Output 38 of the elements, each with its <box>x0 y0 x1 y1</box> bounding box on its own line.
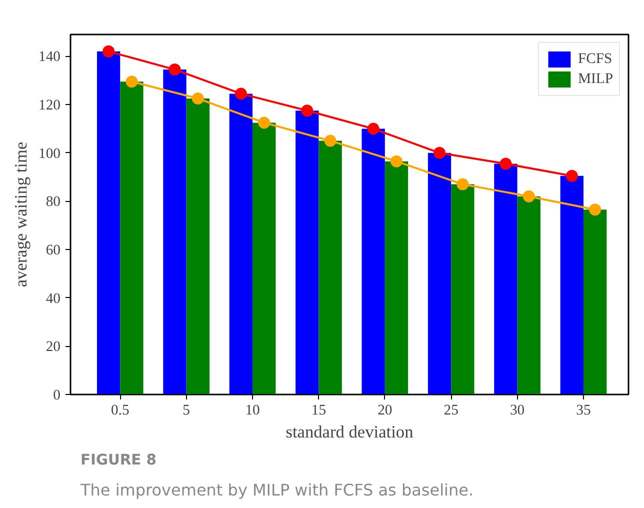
bar <box>296 110 319 394</box>
y-tick-label: 40 <box>46 290 60 307</box>
bar <box>583 210 607 394</box>
x-axis-title: standard deviation <box>286 422 414 442</box>
caption: FIGURE 8 <box>80 452 156 468</box>
text: The improvement by MILP with FCFS as baseline. <box>80 480 474 500</box>
bar <box>120 82 144 394</box>
x-tick-label: 5 <box>182 402 190 418</box>
y-tick-label: 80 <box>46 194 60 210</box>
y-tick-label: 60 <box>46 242 60 259</box>
x-tick-label: 10 <box>245 402 260 418</box>
x-tick-label: 0.5 <box>110 402 130 418</box>
legend-label: FCFS <box>578 50 612 68</box>
bar <box>428 152 452 394</box>
legend-label: MILP <box>578 70 613 88</box>
x-tick-label: 15 <box>311 402 326 418</box>
bar <box>451 184 474 394</box>
bar <box>384 161 408 394</box>
bar <box>560 176 584 394</box>
bar <box>318 140 342 394</box>
bar <box>163 70 186 394</box>
bar <box>186 98 210 394</box>
x-tick-label: 20 <box>378 402 392 418</box>
bar <box>229 94 253 394</box>
y-tick-label: 140 <box>38 49 60 66</box>
x-tick-label: 30 <box>510 402 525 418</box>
bar <box>362 128 385 394</box>
bar <box>517 196 540 394</box>
y-tick-label: 100 <box>38 146 60 162</box>
y-axis-title: average waiting time <box>12 142 31 288</box>
x-tick-label: 35 <box>576 402 591 418</box>
y-tick-label: 0 <box>53 388 60 404</box>
bar <box>96 51 120 394</box>
y-tick-label: 120 <box>38 98 60 114</box>
bar <box>252 122 276 394</box>
x-tick-label: 25 <box>444 402 458 418</box>
bar <box>494 164 518 394</box>
y-tick-label: 20 <box>46 339 60 356</box>
